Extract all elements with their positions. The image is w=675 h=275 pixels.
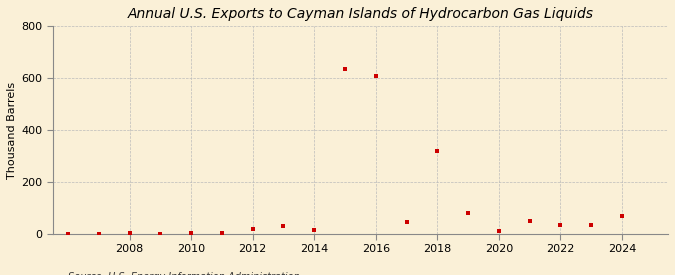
Point [616, 213, 627, 218]
Point [155, 232, 166, 236]
Point [462, 211, 473, 215]
Point [555, 222, 566, 227]
Point [278, 224, 289, 228]
Point [308, 228, 319, 232]
Point [217, 231, 227, 235]
Point [524, 219, 535, 223]
Point [493, 229, 504, 233]
Point [186, 230, 196, 235]
Y-axis label: Thousand Barrels: Thousand Barrels [7, 81, 17, 179]
Point [124, 230, 135, 235]
Point [432, 149, 443, 153]
Text: Source: U.S. Energy Information Administration: Source: U.S. Energy Information Administ… [68, 273, 299, 275]
Point [63, 232, 74, 236]
Point [247, 227, 258, 231]
Point [371, 73, 381, 78]
Point [340, 67, 350, 71]
Point [93, 232, 104, 236]
Point [586, 222, 597, 227]
Title: Annual U.S. Exports to Cayman Islands of Hydrocarbon Gas Liquids: Annual U.S. Exports to Cayman Islands of… [128, 7, 593, 21]
Point [401, 220, 412, 224]
